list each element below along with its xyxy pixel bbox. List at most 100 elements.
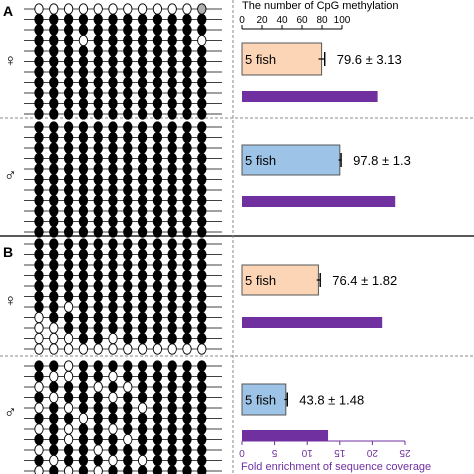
cpg-site-dot: [152, 184, 163, 196]
cpg-site-dot: [182, 121, 192, 133]
cpg-site-dot: [49, 370, 59, 383]
cpg-site-dot: [167, 269, 177, 282]
cpg-site-dot: [34, 444, 44, 456]
cpg-site-dot: [152, 412, 163, 425]
cpg-site-dot: [34, 238, 44, 250]
cpg-site-dot: [137, 205, 148, 217]
cpg-site-dot: [63, 454, 74, 467]
cpg-site-dot: [182, 381, 192, 393]
cpg-site-dot: [108, 301, 118, 313]
cpg-site-dot: [93, 24, 103, 36]
cpg-site-dot: [63, 24, 74, 36]
cpg-site-dot: [182, 3, 192, 15]
cpg-site-dot: [152, 391, 163, 404]
cpg-site-dot: [34, 142, 44, 154]
cpg-site-dot: [93, 322, 103, 334]
cpg-site-dot: [78, 343, 89, 355]
cpg-site-dot: [34, 184, 44, 196]
cpg-site-dot: [137, 184, 148, 196]
cpg-site-dot: [167, 76, 177, 89]
top-axis-tick-label: 80: [316, 15, 328, 26]
bar-label: 5 fish: [245, 273, 276, 288]
cpg-site-dot: [78, 248, 89, 261]
cpg-site-dot: [197, 76, 207, 89]
cpg-site-dot: [123, 34, 133, 47]
top-axis-tick-label: 100: [334, 15, 351, 26]
cpg-site-dot: [137, 259, 148, 271]
cpg-site-dot: [93, 55, 103, 68]
cpg-site-dot: [137, 402, 148, 414]
cpg-site-dot: [123, 215, 133, 228]
cpg-site-dot: [63, 163, 74, 175]
cpg-site-dot: [167, 194, 177, 207]
cpg-site-dot: [93, 205, 103, 217]
methylation-value-label: 76.4 ± 1.82: [332, 273, 397, 288]
cpg-site-dot: [49, 163, 59, 175]
cpg-site-dot: [137, 301, 148, 313]
cpg-site-dot: [182, 423, 192, 435]
cpg-site-dot: [123, 402, 133, 414]
cpg-site-dot: [34, 370, 44, 383]
cpg-site-dot: [197, 66, 207, 78]
methylation-value-label: 79.6 ± 3.13: [337, 52, 402, 67]
cpg-site-dot: [182, 322, 192, 334]
cpg-site-dot: [108, 269, 118, 282]
cpg-site-dot: [63, 226, 74, 238]
cpg-site-dot: [34, 322, 44, 334]
cpg-site-dot: [152, 465, 163, 474]
cpg-site-dot: [108, 108, 118, 120]
cpg-site-dot: [137, 152, 148, 165]
cpg-site-dot: [108, 76, 118, 89]
cpg-site-dot: [167, 402, 177, 414]
cpg-site-dot: [63, 423, 74, 435]
cpg-site-dot: [63, 173, 74, 186]
cpg-site-dot: [93, 152, 103, 165]
cpg-site-dot: [93, 301, 103, 313]
cpg-site-dot: [152, 121, 163, 133]
cpg-site-dot: [123, 269, 133, 282]
cpg-site-dot: [93, 391, 103, 404]
cpg-site-dot: [137, 248, 148, 261]
cpg-site-dot: [123, 412, 133, 425]
cpg-site-dot: [182, 108, 192, 120]
cpg-site-dot: [108, 444, 118, 456]
cpg-site-dot: [108, 184, 118, 196]
cpg-site-dot: [152, 269, 163, 282]
cpg-site-dot: [93, 444, 103, 456]
cpg-site-dot: [197, 259, 207, 271]
cpg-site-dot: [152, 142, 163, 154]
cpg-site-dot: [49, 34, 59, 47]
cpg-site-dot: [137, 121, 148, 133]
cpg-site-dot: [108, 332, 118, 345]
cpg-site-dot: [49, 184, 59, 196]
cpg-site-dot: [152, 360, 163, 372]
cpg-site-dot: [49, 269, 59, 282]
cpg-site-dot: [152, 3, 163, 15]
cpg-site-dot: [78, 391, 89, 404]
cpg-site-dot: [167, 3, 177, 15]
cpg-site-dot: [78, 311, 89, 324]
cpg-site-dot: [93, 131, 103, 144]
cpg-site-dot: [49, 433, 59, 446]
cpg-site-dot: [49, 238, 59, 250]
bar-label: 5 fish: [245, 52, 276, 67]
top-axis: 0 20 40 60 80 100: [239, 15, 351, 30]
cpg-site-dot: [108, 45, 118, 57]
cpg-site-dot: [93, 343, 103, 355]
cpg-site-dot: [78, 444, 89, 456]
cpg-site-dot: [123, 259, 133, 271]
cpg-site-dot: [182, 184, 192, 196]
cpg-site-dot: [137, 465, 148, 474]
cpg-site-dot: [137, 444, 148, 456]
male-symbol: ♂: [4, 166, 17, 185]
cpg-site-dot: [197, 423, 207, 435]
cpg-site-dot: [78, 55, 89, 68]
cpg-site-dot: [182, 248, 192, 261]
top-axis-tick-label: 0: [239, 15, 245, 26]
cpg-site-dot: [197, 465, 207, 474]
cpg-site-dot: [152, 423, 163, 435]
cpg-site-dot: [152, 226, 163, 238]
cpg-site-dot: [182, 226, 192, 238]
cpg-site-dot: [137, 194, 148, 207]
cpg-site-dot: [182, 13, 192, 26]
